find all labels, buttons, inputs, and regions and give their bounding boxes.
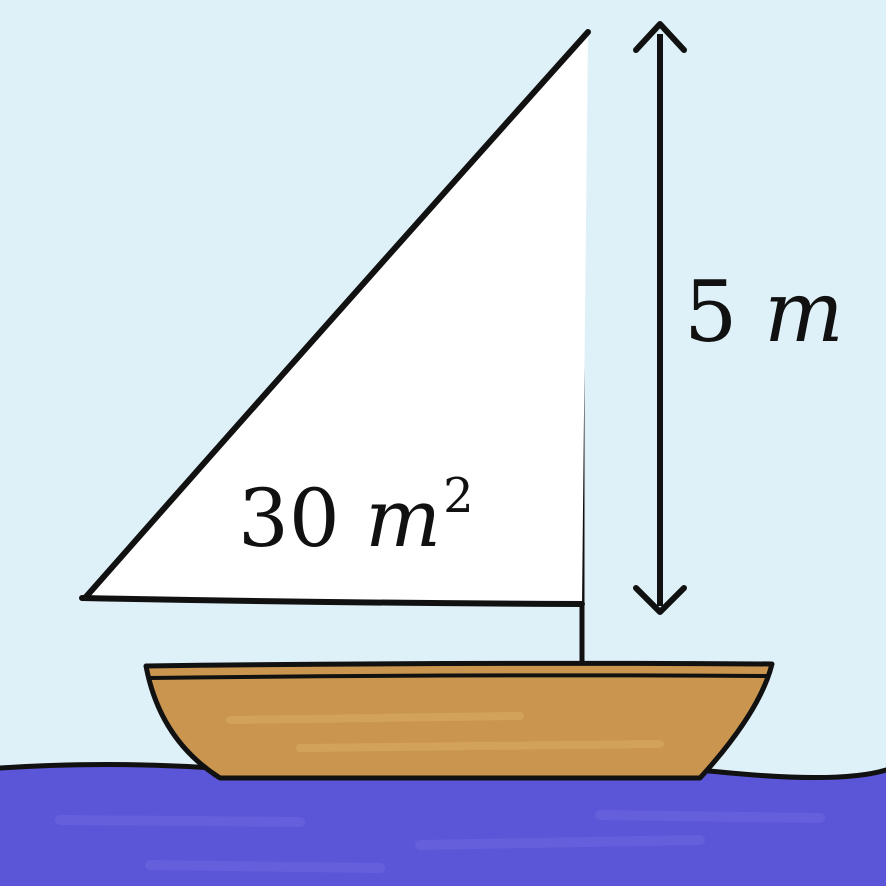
hull-shading xyxy=(226,712,664,752)
sail-area-label: 30 m2 xyxy=(238,472,474,559)
sail-height-unit: m xyxy=(764,263,844,361)
water-ripples xyxy=(55,810,825,873)
sail-edge-base xyxy=(79,595,585,607)
hull-outline xyxy=(143,660,775,781)
height-arrow-top-head xyxy=(633,21,687,53)
sail-area-value: 30 xyxy=(238,472,340,565)
hull-rim xyxy=(149,673,769,680)
height-arrow-bottom-head xyxy=(633,585,687,615)
water xyxy=(0,764,886,886)
sail-area-exponent: 2 xyxy=(443,468,474,524)
sail-area-unit: m xyxy=(365,472,442,565)
sail-height-label: 5 m xyxy=(684,270,844,354)
sail-edge-hypotenuse xyxy=(82,29,591,601)
sail-height-value: 5 xyxy=(684,263,738,361)
